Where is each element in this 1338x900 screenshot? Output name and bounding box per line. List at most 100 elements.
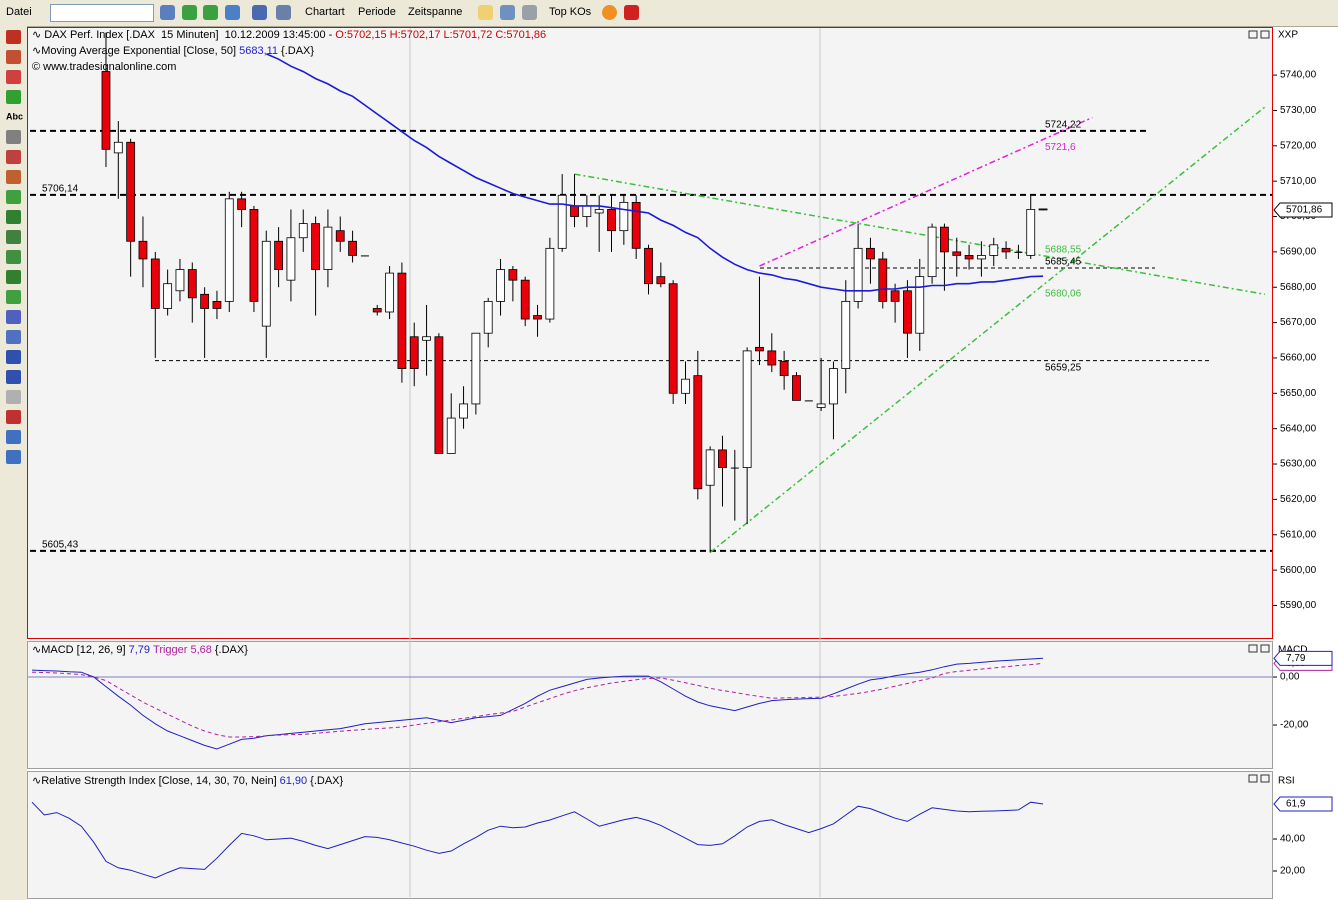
icon[interactable] (203, 5, 218, 20)
tool-icon[interactable] (6, 150, 21, 164)
ema-header: ∿Moving Average Exponential [Close, 50] 5… (32, 45, 314, 57)
candle-body (323, 226, 333, 270)
candle-body (471, 332, 481, 405)
candle-body (681, 378, 690, 394)
candle-body (890, 290, 900, 302)
tool-icon[interactable] (6, 390, 21, 404)
tool-icon[interactable] (6, 210, 21, 224)
candle-body (212, 300, 222, 309)
tool-icon[interactable] (6, 450, 21, 464)
title: MACD [12, 26, 9] (41, 644, 125, 656)
tool-icon[interactable] (6, 30, 21, 44)
candle-body (804, 400, 813, 402)
candle-body (422, 336, 431, 341)
candle-body (977, 255, 986, 260)
tool-icon[interactable] (6, 230, 21, 244)
tool-icon[interactable] (6, 90, 21, 104)
tool-icon[interactable] (6, 130, 21, 144)
y-tick-label: 5680,00 (1280, 282, 1317, 293)
menu-item[interactable]: Periode (358, 6, 396, 18)
tool-icon[interactable] (6, 330, 21, 344)
title: DAX Perf. Index [.DAX 15 Minuten] 10.12.… (44, 29, 332, 41)
tool-icon[interactable] (6, 270, 21, 284)
candle-body (113, 141, 123, 154)
y-tick-label: 5670,00 (1280, 317, 1317, 328)
price-panel (27, 27, 1273, 639)
candle-body (755, 346, 764, 352)
candle-body (150, 258, 160, 309)
tool-icon[interactable] (6, 290, 21, 304)
tool-icon[interactable] (6, 50, 21, 64)
tool-label[interactable]: Abc (6, 111, 23, 121)
ema-name: Moving Average Exponential [Close, 50] (41, 45, 236, 57)
icon[interactable] (252, 5, 267, 20)
icon[interactable] (276, 5, 291, 20)
icon[interactable] (624, 5, 639, 20)
tool-icon[interactable] (6, 350, 21, 364)
menu-item[interactable]: Chartart (305, 6, 345, 18)
icon[interactable] (478, 5, 493, 20)
candle-body (434, 336, 444, 454)
tool-icon[interactable] (6, 430, 21, 444)
y-tick-label: 5690,00 (1280, 247, 1317, 258)
y-tick-label: 5730,00 (1280, 105, 1317, 116)
candle-body (594, 209, 604, 214)
ohlc: L:5701,72 (443, 29, 492, 41)
axis-title: MACD (1278, 645, 1307, 656)
suffix: {.DAX} (281, 45, 314, 57)
panel-buttons (1248, 30, 1270, 783)
menu-item[interactable]: Zeitspanne (408, 6, 463, 18)
candle-body (940, 226, 949, 253)
tool-icon[interactable] (6, 250, 21, 264)
icon[interactable] (602, 5, 617, 20)
candle-body (533, 315, 542, 320)
series-value: 61,9 (1286, 799, 1306, 810)
menu[interactable]: Datei (6, 6, 32, 18)
candle-body (274, 240, 284, 270)
candle-body (705, 449, 715, 486)
tool-icon[interactable] (6, 410, 21, 424)
candle-body (730, 467, 739, 469)
candle-body (866, 247, 875, 260)
icon[interactable] (500, 5, 515, 20)
chart-area: Abc ∿ DAX Perf. Index [.DAX 15 Minuten] … (0, 26, 1338, 900)
y-tick-label: 5600,00 (1280, 565, 1317, 576)
level-label: 5685,45 (1045, 257, 1082, 268)
candle-body (372, 308, 382, 313)
candle-body (163, 283, 173, 309)
candle-body (903, 290, 912, 334)
level-label: 5605,43 (42, 540, 79, 551)
ohlc: C:5701,86 (495, 29, 546, 41)
macd-value: 7,79 (129, 644, 150, 656)
axis-title: RSI (1278, 776, 1295, 787)
icon[interactable] (225, 5, 240, 20)
candle-body (520, 279, 530, 320)
series-value-box (1273, 650, 1333, 666)
series-value: 7,79 (1286, 653, 1306, 664)
search-box[interactable] (50, 4, 154, 22)
candle-body (841, 300, 851, 369)
level-label: 5659,25 (1045, 362, 1082, 373)
plot (28, 657, 1272, 750)
suffix: {.DAX} (310, 775, 343, 787)
rsi-panel (27, 771, 1273, 899)
icon[interactable] (182, 5, 197, 20)
level-label: 5724,22 (1045, 120, 1082, 131)
candle-body (335, 230, 345, 242)
candle-body (878, 258, 888, 302)
rsi-header: ∿Relative Strength Index [Close, 14, 30,… (32, 775, 344, 787)
menu-item[interactable]: Top KOs (549, 6, 592, 18)
y-tick-label: 5740,00 (1280, 70, 1317, 81)
tool-icon[interactable] (6, 190, 21, 204)
trendline (574, 173, 1266, 296)
tool-icon[interactable] (6, 370, 21, 384)
tool-icon[interactable] (6, 170, 21, 184)
candle-body (138, 240, 148, 260)
candle-body (927, 226, 937, 278)
tool-icon[interactable] (6, 70, 21, 84)
icon[interactable] (522, 5, 537, 20)
tool-icon[interactable] (6, 310, 21, 324)
candle-body (360, 255, 369, 257)
icon[interactable] (160, 5, 175, 20)
